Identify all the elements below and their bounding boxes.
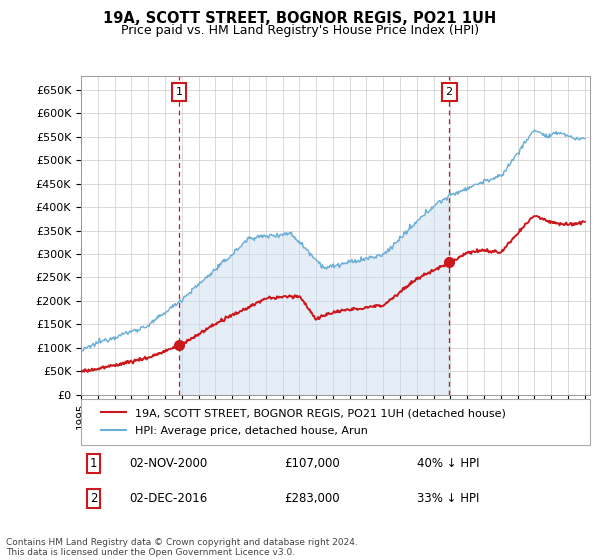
Text: £107,000: £107,000 [284,457,340,470]
Text: 2: 2 [90,492,97,505]
Text: 40% ↓ HPI: 40% ↓ HPI [417,457,479,470]
Text: Price paid vs. HM Land Registry's House Price Index (HPI): Price paid vs. HM Land Registry's House … [121,24,479,36]
Text: 1: 1 [90,457,97,470]
Text: 02-DEC-2016: 02-DEC-2016 [130,492,208,505]
Text: 19A, SCOTT STREET, BOGNOR REGIS, PO21 1UH: 19A, SCOTT STREET, BOGNOR REGIS, PO21 1U… [103,11,497,26]
Text: Contains HM Land Registry data © Crown copyright and database right 2024.
This d: Contains HM Land Registry data © Crown c… [6,538,358,557]
Legend: 19A, SCOTT STREET, BOGNOR REGIS, PO21 1UH (detached house), HPI: Average price, : 19A, SCOTT STREET, BOGNOR REGIS, PO21 1U… [97,404,510,441]
Text: 33% ↓ HPI: 33% ↓ HPI [417,492,479,505]
Text: 02-NOV-2000: 02-NOV-2000 [130,457,208,470]
FancyBboxPatch shape [81,399,590,445]
Text: £283,000: £283,000 [284,492,340,505]
Text: 1: 1 [176,87,182,97]
Text: 2: 2 [446,87,452,97]
